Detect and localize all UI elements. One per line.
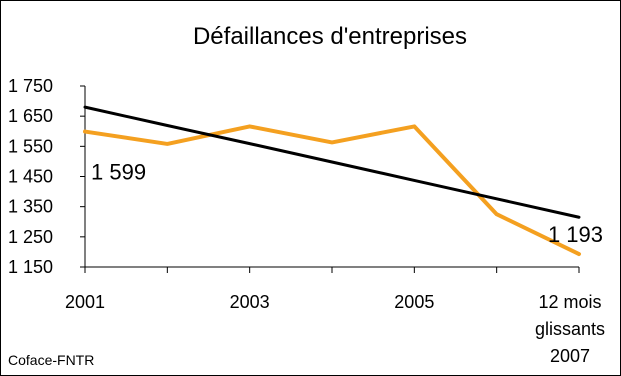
chart-title: Défaillances d'entreprises [193,23,467,50]
series-line [83,124,581,257]
y-axis-ticks: 1 150 1 250 1 350 1 450 1 550 1 650 1 750 [8,76,85,277]
x-tick-label: 2005 [394,292,434,312]
series-lines [83,105,581,257]
y-tick-label: 1 750 [8,76,53,96]
data-label: 1 599 [91,160,146,185]
x-tick-label: 12 mois glissants 2007 [535,292,605,366]
data-label: 1 193 [548,222,603,247]
data-labels: 1 599 1 193 [91,160,603,247]
trend-line [83,105,581,219]
axes [84,86,579,268]
x-tick-label: 2001 [65,292,105,312]
x-tick-label: 2003 [230,292,270,312]
source-label: Coface-FNTR [8,352,94,368]
y-tick-label: 1 350 [8,197,53,217]
x-axis-ticks: 2001 2003 2005 12 mois glissants 2007 [65,267,605,366]
y-tick-label: 1 650 [8,106,53,126]
y-tick-label: 1 150 [8,257,53,277]
y-tick-label: 1 450 [8,167,53,187]
y-tick-label: 1 550 [8,136,53,156]
y-tick-label: 1 250 [8,227,53,247]
